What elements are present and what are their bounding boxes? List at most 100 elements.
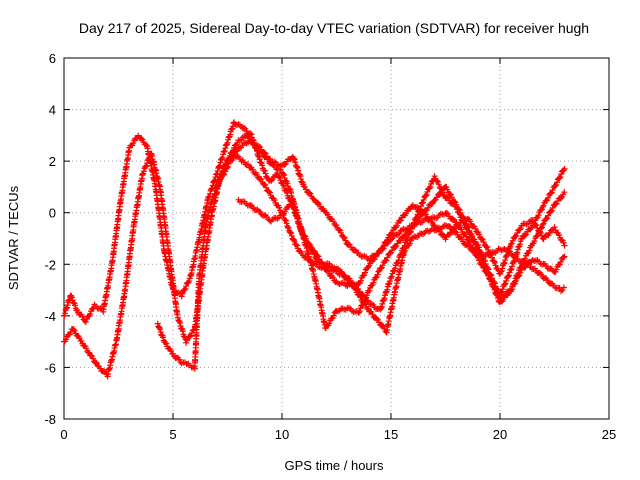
data-point — [516, 272, 523, 279]
data-point — [443, 210, 450, 217]
data-point — [324, 211, 331, 218]
data-point — [288, 230, 295, 237]
data-point — [366, 287, 373, 294]
data-point — [484, 268, 491, 275]
data-point — [503, 277, 510, 284]
data-point — [290, 236, 297, 243]
data-point — [245, 132, 252, 139]
data-point — [72, 302, 79, 309]
data-point — [452, 228, 459, 235]
data-point — [478, 235, 485, 242]
data-point — [244, 139, 251, 146]
data-point — [82, 319, 89, 326]
data-point — [554, 179, 561, 186]
plot-frame — [63, 57, 610, 420]
data-point — [281, 172, 288, 179]
data-point — [545, 194, 552, 201]
data-point — [561, 253, 568, 260]
data-point — [255, 208, 262, 215]
data-point — [472, 241, 479, 248]
data-point — [255, 143, 262, 150]
data-point — [556, 231, 563, 238]
data-point — [362, 269, 369, 276]
data-point — [351, 246, 358, 253]
x-tick-label: 20 — [493, 427, 507, 442]
data-point — [502, 280, 509, 287]
data-point — [456, 207, 463, 214]
data-point — [261, 149, 268, 156]
data-point — [476, 231, 483, 238]
data-point — [263, 184, 270, 191]
data-point — [384, 254, 391, 261]
y-axis-label: SDTVAR / TECUs — [6, 185, 21, 290]
data-point — [369, 311, 376, 318]
data-point — [356, 308, 363, 315]
data-point — [435, 181, 442, 188]
data-point — [283, 220, 290, 227]
data-point — [222, 161, 229, 168]
data-point — [79, 313, 86, 320]
data-point — [482, 264, 489, 271]
data-point — [557, 258, 564, 265]
data-point — [448, 194, 455, 201]
data-point — [560, 254, 567, 261]
data-point — [139, 136, 146, 143]
data-point — [402, 232, 409, 239]
data-point — [539, 203, 546, 210]
data-point — [522, 255, 529, 262]
data-point — [379, 262, 386, 269]
data-point — [388, 236, 394, 243]
data-point — [244, 161, 251, 168]
data-point — [310, 195, 317, 202]
data-point — [261, 181, 268, 188]
y-tick-label: -6 — [44, 360, 56, 375]
data-point — [490, 283, 497, 290]
data-point — [472, 225, 479, 232]
data-point — [330, 218, 337, 225]
data-point — [218, 173, 225, 180]
data-point — [340, 271, 347, 278]
data-point — [340, 234, 347, 241]
data-point — [373, 315, 380, 322]
data-point — [92, 359, 99, 366]
data-point — [368, 300, 375, 307]
data-point — [560, 284, 567, 291]
data-point — [469, 232, 476, 239]
data-point — [478, 255, 485, 262]
data-point — [347, 279, 354, 286]
data-point — [62, 336, 69, 343]
data-point — [87, 311, 94, 318]
data-point — [360, 272, 367, 279]
data-point — [280, 170, 287, 177]
data-point — [221, 164, 228, 171]
data-point — [511, 280, 518, 287]
data-point — [306, 189, 313, 196]
x-tick-label: 25 — [602, 427, 616, 442]
data-point — [357, 294, 364, 301]
data-point — [370, 279, 377, 286]
series-track-2 — [61, 132, 568, 380]
data-point — [259, 162, 266, 169]
data-point — [262, 170, 269, 177]
data-point — [388, 229, 395, 236]
data-point — [543, 216, 550, 223]
data-point — [403, 210, 410, 217]
data-point — [451, 198, 458, 205]
data-point — [179, 290, 186, 297]
data-point — [393, 222, 400, 229]
data-point — [268, 177, 275, 184]
x-tick-label: 5 — [169, 427, 176, 442]
data-point — [437, 191, 444, 198]
data-point — [505, 272, 512, 279]
data-point — [475, 247, 482, 254]
data-point — [464, 223, 471, 230]
data-point — [557, 173, 564, 180]
data-point — [549, 187, 556, 194]
data-point — [220, 168, 227, 175]
data-point — [387, 250, 394, 257]
data-point — [414, 234, 421, 241]
data-point — [540, 202, 547, 209]
data-point — [457, 209, 464, 216]
data-point — [488, 278, 495, 285]
